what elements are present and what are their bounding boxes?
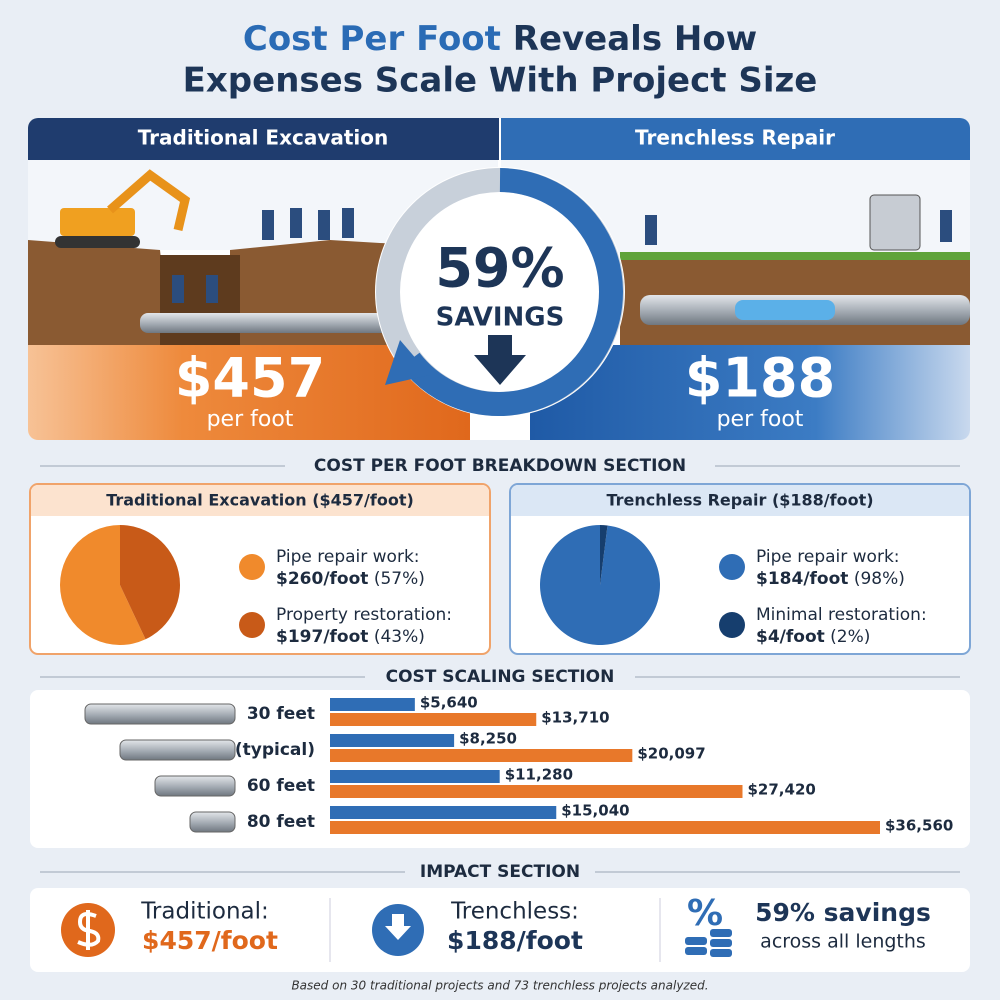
bar [330,806,557,819]
left-price: $457 [175,347,325,410]
title-line-1: Cost Per Foot Reveals How [243,19,757,59]
card-title: Trenchless Repair ($188/foot) [606,491,873,510]
icon-arrow [385,914,411,940]
left-price-box [28,345,470,440]
pie-slice [539,525,660,645]
pipe-icon [189,811,236,833]
bar-value-label: $36,560 [885,817,953,835]
bar-value-label: $20,097 [637,745,705,763]
impact-card [30,888,970,972]
percent-label: (43%) [374,627,425,647]
bar [330,698,415,711]
down-arrow [474,335,526,385]
grass [620,252,970,260]
impact-label: Traditional: [140,899,269,925]
savings-arc [400,168,623,416]
excavator-track [55,236,140,248]
pie-slice [600,525,608,585]
excavator-arm [107,169,191,232]
percent-icon: % [687,893,723,934]
amount: $184/foot [756,569,848,589]
percent-label: (98%) [854,569,905,589]
machine [869,194,921,251]
card-header [31,485,489,516]
legend-value: $184/foot (98%) [756,569,905,589]
savings-disc [375,167,625,417]
bar-value-label: $5,640 [420,694,478,712]
legend-value: $260/foot (57%) [276,569,425,589]
amount: $260/foot [276,569,368,589]
title-rest: Reveals How [513,19,757,59]
scaling-card [30,690,970,848]
legend-label: Pipe repair work: [756,547,900,567]
liner [735,300,835,320]
legend-swatch [239,554,265,580]
pie-slice [120,525,181,640]
percent-label: (2%) [830,627,870,647]
legend-swatch [719,612,745,638]
right-price: $188 [685,347,835,410]
right-title: Trenchless Repair [635,126,835,150]
left-title: Traditional Excavation [138,126,389,150]
category-label: 60 feet [247,776,315,796]
section-title: COST SCALING SECTION [386,667,615,687]
section-title: IMPACT SECTION [420,862,580,882]
pipe-icon [119,739,236,761]
savings-label: SAVINGS [436,303,565,333]
footnote: Based on 30 traditional projects and 73 … [291,979,708,993]
amount: $197/foot [276,627,368,647]
bar-value-label: $11,280 [505,766,573,784]
bar [330,713,537,726]
bar-value-label: $8,250 [459,730,517,748]
bar-value-label: $27,420 [748,781,816,799]
impact-note: across all lengths [760,931,926,953]
bar [330,821,880,834]
impact-value: 59% savings [755,898,931,927]
coins-icon [685,929,732,957]
right-header [501,118,970,160]
title-line-2: Expenses Scale With Project Size [183,61,818,101]
right-unit: per foot [717,407,804,432]
dollar-sign [77,910,101,950]
pipe [140,313,440,333]
excavator [60,208,135,236]
pie-slice [59,525,146,646]
section-title: COST PER FOOT BREAKDOWN SECTION [314,456,686,476]
card-title: Traditional Excavation ($457/foot) [106,491,414,510]
category-label: 30 feet [247,704,315,724]
legend-value: $197/foot (43%) [276,627,425,647]
legend-swatch [719,554,745,580]
pipe-icon [84,703,236,725]
savings-percent: 59% [435,237,564,300]
bar [330,770,500,783]
category-label: 80 feet [247,812,315,832]
title-highlight: Cost Per Foot [243,19,501,59]
percent-label: (57%) [374,569,425,589]
left-unit: per foot [207,407,294,432]
right-price-box [530,345,970,440]
legend-label: Pipe repair work: [276,547,420,567]
workers [172,208,354,303]
impact-value: $457/foot [142,926,278,955]
legend-label: Property restoration: [276,605,452,625]
impact-value: $188/foot [447,926,583,955]
amount: $4/foot [756,627,825,647]
bar-value-label: $13,710 [541,709,609,727]
left-header [28,118,499,160]
impact-label: Trenchless: [450,899,579,925]
card-header [511,485,969,516]
bar [330,785,743,798]
workers [645,210,952,245]
legend-swatch [239,612,265,638]
bar-value-label: $15,040 [561,802,629,820]
bar [330,749,633,762]
bar [330,734,455,747]
savings-arrowhead [385,340,430,385]
legend-label: Minimal restoration: [756,605,927,625]
pipe-icon [154,775,236,797]
legend-value: $4/foot (2%) [756,627,870,647]
